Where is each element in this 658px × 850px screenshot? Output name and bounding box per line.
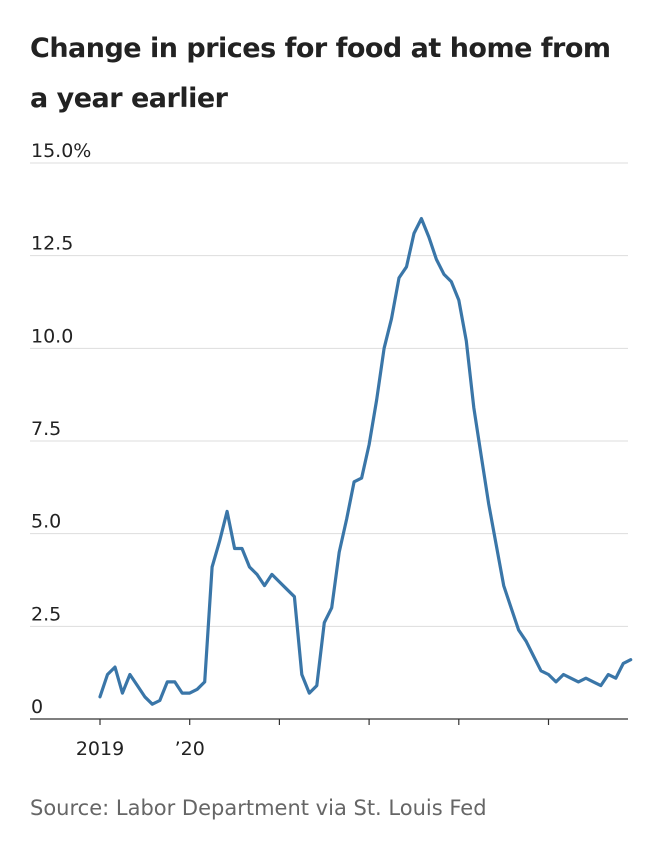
y-tick-label: 10.0 (31, 325, 73, 347)
series-line (98, 217, 633, 706)
y-tick-label: 0 (31, 696, 43, 718)
gridlines (30, 162, 628, 627)
source-note: Source: Labor Department via St. Louis F… (30, 796, 487, 820)
line-chart: 0 2.5 5.0 7.5 10.0 12.5 15.0% 2019 ’20 (30, 140, 633, 760)
y-tick-label: 12.5 (31, 233, 73, 255)
x-axis (30, 718, 628, 725)
y-tick-label: 15.0% (31, 140, 91, 162)
y-tick-label: 7.5 (31, 418, 61, 440)
chart-title: Change in prices for food at home from a… (30, 33, 611, 114)
y-tick-label: 2.5 (31, 603, 61, 625)
series-layer (98, 217, 633, 706)
x-tick-label: 2019 (76, 738, 124, 760)
y-tick-label: 5.0 (31, 511, 61, 533)
x-tick-labels: 2019 ’20 (76, 738, 205, 760)
x-tick-label: ’20 (175, 738, 205, 760)
y-tick-labels: 0 2.5 5.0 7.5 10.0 12.5 15.0% (31, 140, 91, 718)
